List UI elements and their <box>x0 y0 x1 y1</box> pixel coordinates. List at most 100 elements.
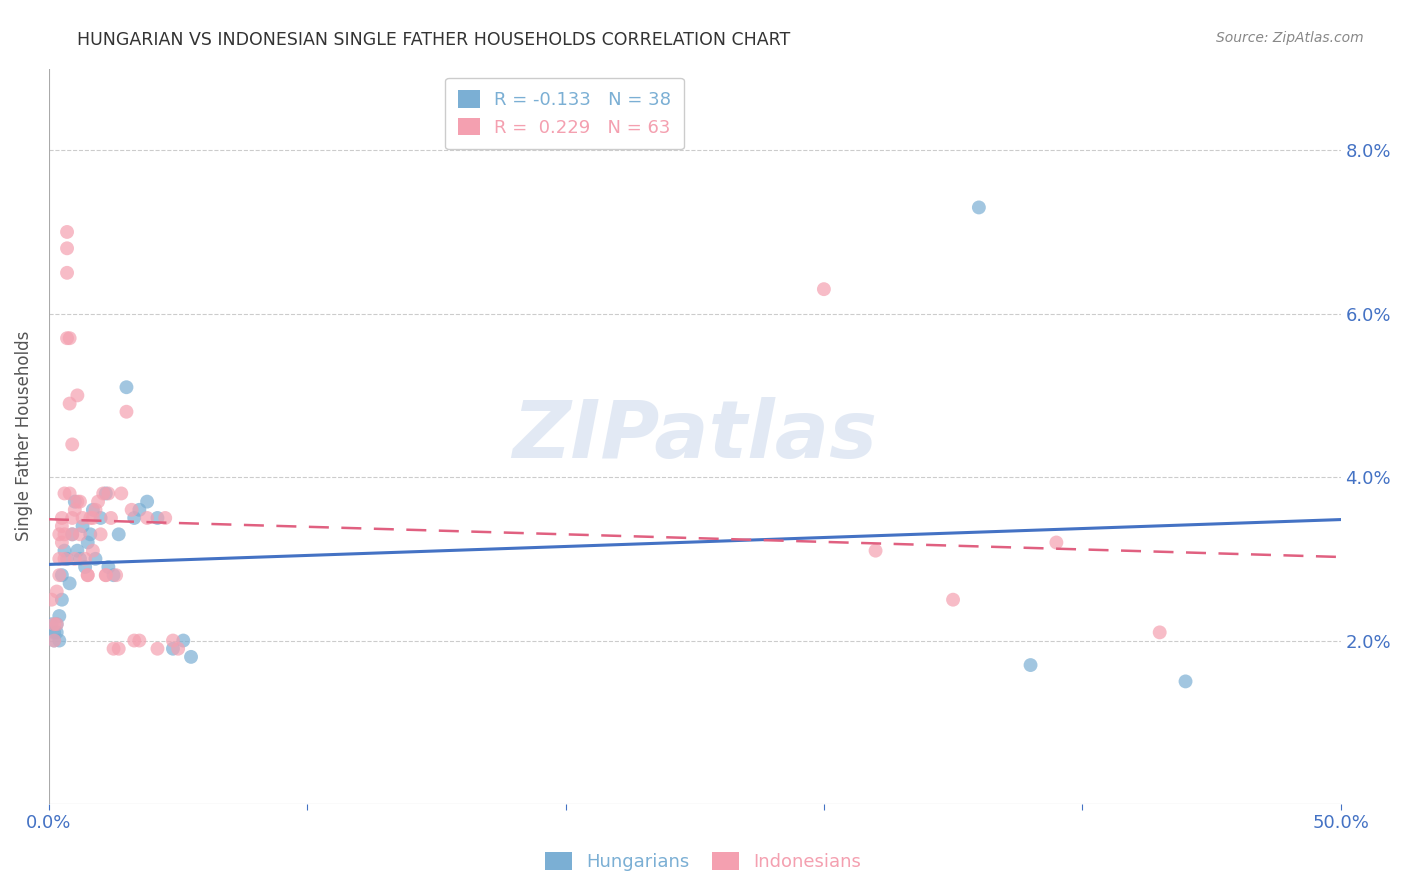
Point <box>865 543 887 558</box>
Point <box>167 641 190 656</box>
Point <box>180 649 202 664</box>
Point <box>162 641 184 656</box>
Point <box>48 527 70 541</box>
Point <box>48 568 70 582</box>
Point <box>1149 625 1171 640</box>
Point <box>41 592 63 607</box>
Point <box>59 331 82 345</box>
Text: HUNGARIAN VS INDONESIAN SINGLE FATHER HOUSEHOLDS CORRELATION CHART: HUNGARIAN VS INDONESIAN SINGLE FATHER HO… <box>77 31 790 49</box>
Point <box>59 576 82 591</box>
Point <box>128 633 150 648</box>
Point <box>66 388 89 402</box>
Point <box>97 486 120 500</box>
Point <box>69 527 91 541</box>
Point <box>76 568 98 582</box>
Point <box>56 331 79 345</box>
Point <box>115 380 138 394</box>
Point <box>136 494 159 508</box>
Point <box>1019 658 1042 673</box>
Point <box>60 511 83 525</box>
Point <box>122 633 145 648</box>
Point <box>107 527 129 541</box>
Point <box>162 633 184 648</box>
Text: ZIPatlas: ZIPatlas <box>512 397 877 475</box>
Point <box>63 503 86 517</box>
Point <box>146 641 169 656</box>
Point <box>1174 674 1197 689</box>
Legend: R = -0.133   N = 38, R =  0.229   N = 63: R = -0.133 N = 38, R = 0.229 N = 63 <box>446 78 683 150</box>
Point <box>41 617 63 632</box>
Point <box>56 225 79 239</box>
Point <box>66 494 89 508</box>
Text: Source: ZipAtlas.com: Source: ZipAtlas.com <box>1216 31 1364 45</box>
Point <box>76 535 98 549</box>
Point <box>146 511 169 525</box>
Point <box>53 527 76 541</box>
Point <box>1045 535 1067 549</box>
Point <box>87 494 110 508</box>
Point <box>103 641 125 656</box>
Point <box>51 535 73 549</box>
Point <box>122 511 145 525</box>
Point <box>82 511 104 525</box>
Point <box>48 633 70 648</box>
Point <box>63 551 86 566</box>
Point <box>60 527 83 541</box>
Point <box>82 503 104 517</box>
Point <box>75 560 97 574</box>
Point <box>97 560 120 574</box>
Point <box>56 551 79 566</box>
Point <box>44 633 66 648</box>
Point <box>51 511 73 525</box>
Point <box>172 633 194 648</box>
Point <box>66 543 89 558</box>
Point <box>59 396 82 410</box>
Point <box>59 486 82 500</box>
Point <box>72 511 94 525</box>
Point <box>72 519 94 533</box>
Point <box>105 568 128 582</box>
Point <box>84 503 107 517</box>
Point <box>90 511 112 525</box>
Point <box>103 568 125 582</box>
Point <box>44 625 66 640</box>
Point <box>155 511 177 525</box>
Point <box>48 609 70 624</box>
Point <box>44 633 66 648</box>
Point <box>76 568 98 582</box>
Point <box>53 543 76 558</box>
Point <box>56 241 79 255</box>
Point <box>107 641 129 656</box>
Point <box>94 568 117 582</box>
Point <box>45 584 67 599</box>
Point <box>84 551 107 566</box>
Point <box>53 486 76 500</box>
Point <box>128 503 150 517</box>
Point <box>136 511 159 525</box>
Point <box>100 511 122 525</box>
Legend: Hungarians, Indonesians: Hungarians, Indonesians <box>538 846 868 879</box>
Point <box>94 568 117 582</box>
Point <box>121 503 143 517</box>
Point <box>813 282 835 296</box>
Point <box>60 437 83 451</box>
Point <box>79 527 101 541</box>
Point <box>942 592 965 607</box>
Point <box>53 551 76 566</box>
Point <box>967 201 990 215</box>
Point <box>69 494 91 508</box>
Point <box>82 543 104 558</box>
Point <box>45 625 67 640</box>
Point <box>51 592 73 607</box>
Point <box>69 551 91 566</box>
Point <box>48 551 70 566</box>
Point <box>94 486 117 500</box>
Point <box>75 551 97 566</box>
Point <box>110 486 132 500</box>
Point <box>91 486 114 500</box>
Point <box>63 494 86 508</box>
Point <box>51 568 73 582</box>
Point <box>90 527 112 541</box>
Point <box>79 511 101 525</box>
Point <box>44 617 66 632</box>
